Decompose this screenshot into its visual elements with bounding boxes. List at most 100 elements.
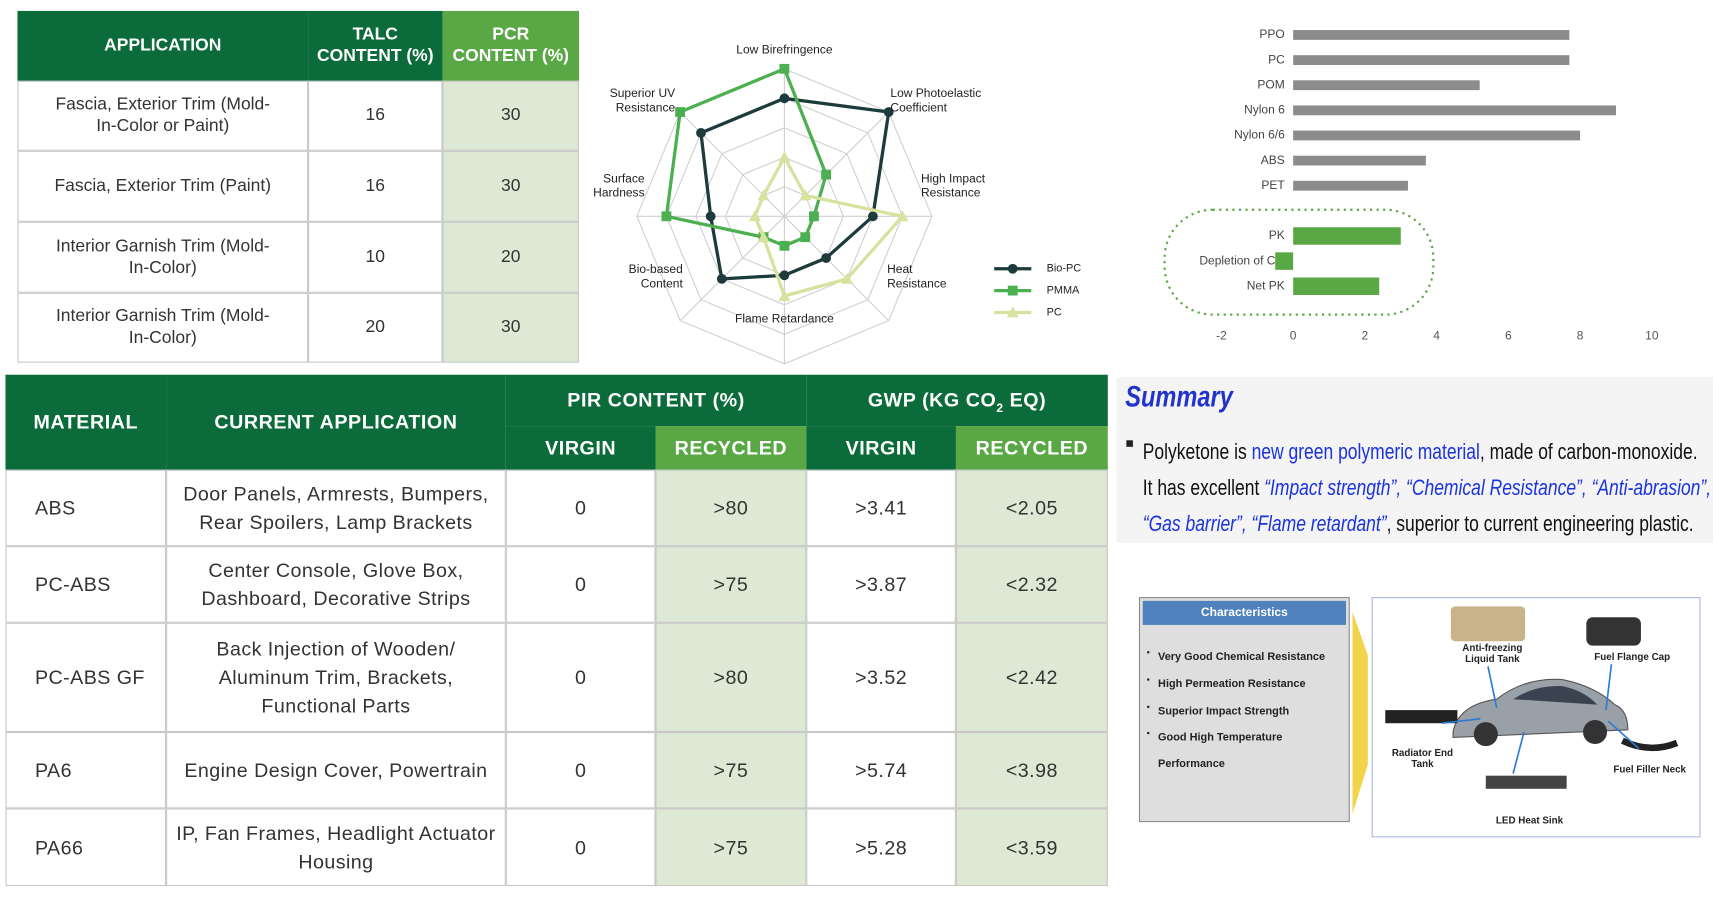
summary-text: , superior to current engineering plasti… [1386, 512, 1694, 537]
characteristic-item: Good High Temperature Performance [1158, 731, 1283, 771]
header-subscript: 2 [996, 401, 1004, 415]
table-cell: 30 [442, 292, 580, 363]
summary-text: “Impact strength”, “Chemical Resistance”… [1264, 476, 1712, 501]
table-header: PIR CONTENT (%) [505, 374, 807, 427]
table-cell: >80 [655, 469, 807, 547]
part-label: Radiator End Tank [1391, 747, 1454, 770]
table-cell: 0 [505, 546, 656, 623]
y-tick-label: Nylon 6/6 [1234, 128, 1285, 142]
table-cell: <2.32 [955, 546, 1108, 623]
table-cell: >3.87 [806, 546, 956, 623]
radar-line [699, 96, 891, 281]
bar [1275, 252, 1294, 270]
bar [1293, 55, 1570, 66]
x-tick-label: 8 [1577, 329, 1584, 343]
axis-label: Superior UV Resistance [609, 87, 676, 115]
data-point [821, 169, 832, 180]
x-tick-label: 10 [1645, 329, 1659, 343]
table-cell: <3.98 [955, 731, 1108, 809]
table-header: GWP (KG CO 2 EQ) [806, 374, 1108, 427]
axis-label: Low Birefringence [736, 43, 833, 57]
table-cell: 0 [505, 731, 656, 809]
table-subheader: VIRGIN [806, 426, 956, 470]
table-cell: 0 [505, 808, 656, 887]
radiator-part [1385, 710, 1458, 724]
tank-part [1450, 606, 1526, 642]
table-cell: >3.52 [806, 622, 956, 732]
axis-label: Heat Resistance [887, 263, 947, 291]
characteristics-header [1142, 600, 1346, 625]
table-cell: 30 [442, 150, 580, 222]
data-point [883, 107, 894, 117]
data-point [778, 289, 791, 301]
data-point [716, 273, 727, 284]
table-cell: PC-ABS GF [5, 622, 167, 732]
table-header: MATERIAL [5, 374, 167, 470]
part-label: Fuel Filler Neck [1613, 763, 1687, 775]
axis-label: Surface Hardness [593, 172, 645, 200]
axis-label: Flame Retardance [734, 312, 834, 326]
car-body [1452, 678, 1629, 739]
neck-part [1620, 737, 1679, 752]
chevron [1352, 611, 1368, 814]
bar [1293, 80, 1480, 91]
bar [1293, 277, 1380, 295]
data-point [675, 107, 686, 117]
table-cell: Engine Design Cover, Powertrain [166, 731, 506, 809]
table-cell: <3.59 [955, 808, 1108, 887]
bullet-marker [1147, 678, 1150, 681]
axis-label: Bio-based Content [628, 263, 683, 291]
bullet-marker [1126, 440, 1133, 447]
table-cell: >75 [655, 808, 807, 887]
legend-marker [1006, 306, 1019, 318]
data-point [867, 211, 878, 222]
summary-text: “Gas barrier”, “Flame retardant” [1142, 512, 1387, 537]
summary-line: Polyketone is new green polymeric materi… [1143, 440, 1698, 465]
table-subheader: RECYCLED [955, 426, 1108, 470]
y-tick-label: PC [1268, 52, 1285, 66]
highlight-outline [1163, 208, 1435, 316]
table-cell: 20 [442, 221, 580, 293]
data-point [779, 63, 790, 74]
data-point [808, 211, 819, 222]
part-label: LED Heat Sink [1495, 815, 1564, 826]
data-point [779, 93, 790, 104]
y-tick-label: Nylon 6 [1244, 103, 1285, 117]
table-cell: Interior Garnish Trim (Mold-In-Color) [17, 221, 309, 293]
x-tick-label: 4 [1433, 329, 1440, 343]
y-tick-label: POM [1257, 77, 1284, 91]
summary-panel [1116, 376, 1713, 543]
legend-label: PC [1047, 306, 1062, 318]
data-point [840, 272, 853, 284]
table-cell: 16 [308, 80, 443, 151]
car-window [1513, 686, 1598, 705]
table-cell: PA66 [5, 808, 167, 887]
x-tick-label: -2 [1216, 329, 1227, 343]
characteristic-item: High Permeation Resistance [1158, 678, 1306, 691]
wheel [1583, 719, 1608, 744]
bullet-marker [1147, 651, 1150, 654]
data-point [757, 189, 770, 201]
bar [1293, 130, 1581, 141]
x-tick-label: 0 [1290, 329, 1297, 343]
bar [1293, 105, 1616, 116]
characteristic-item: Superior Impact Strength [1158, 705, 1290, 718]
wheel [1473, 722, 1498, 747]
characteristics-title: Characteristics [1200, 606, 1288, 620]
table-cell: >5.28 [806, 808, 956, 887]
data-point [896, 210, 909, 222]
legend-marker [1007, 285, 1018, 296]
header-text: EQ) [1003, 388, 1047, 411]
bar [1293, 155, 1426, 166]
cap-part [1586, 617, 1641, 646]
table-subheader: VIRGIN [505, 426, 656, 470]
table-header: APPLICATION [17, 10, 309, 81]
part-label: Anti-freezing Liquid Tank [1462, 642, 1523, 665]
table-cell: PA6 [5, 731, 167, 809]
table-cell: Center Console, Glove Box, Dashboard, De… [166, 546, 506, 623]
car [1385, 606, 1679, 789]
table-cell: 0 [505, 469, 656, 547]
summary-line: “Gas barrier”, “Flame retardant”, superi… [1143, 512, 1694, 537]
